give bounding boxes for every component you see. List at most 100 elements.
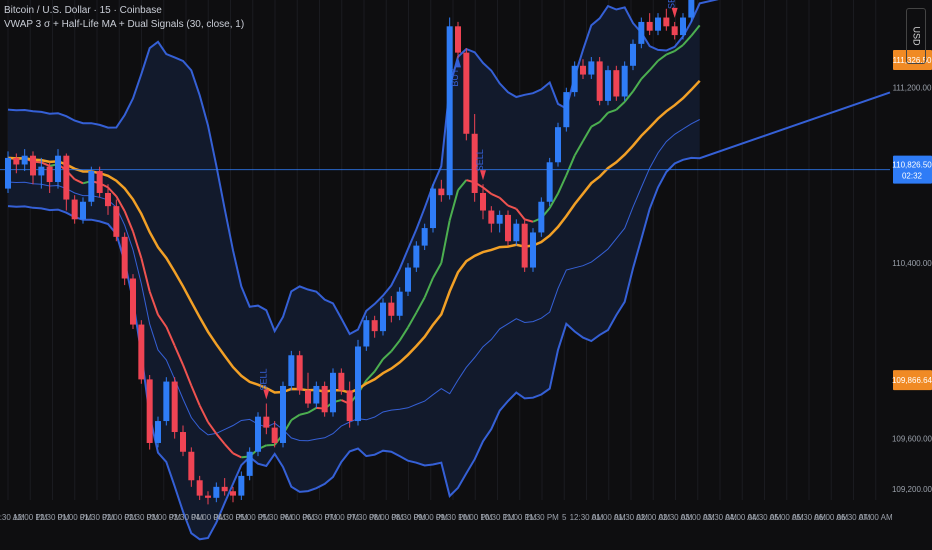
x-tick-label: 06:30 PM	[302, 513, 337, 522]
candle-body	[180, 432, 186, 452]
candle-body	[646, 21, 653, 31]
candle-body	[196, 480, 203, 496]
candle-body	[355, 346, 361, 422]
ma-segment	[690, 24, 701, 37]
x-tick-label: 01:30 AM	[614, 513, 648, 522]
candle-body	[188, 451, 195, 481]
price-tag-label: 110,826.50	[892, 161, 932, 170]
candle-body	[555, 127, 561, 163]
candle-body	[155, 421, 161, 443]
candle-body	[480, 192, 486, 211]
x-tick-label: 05:00 AM	[770, 513, 804, 522]
candle-body	[263, 416, 270, 428]
inner-band-line	[7, 119, 700, 442]
x-tick-label: 07:30 PM	[347, 513, 382, 522]
ma-segment	[299, 411, 309, 416]
candle-body	[463, 52, 470, 134]
signals: SELL SELL BUY SELL	[258, 0, 678, 400]
x-tick-label: 06:00 AM	[814, 513, 848, 522]
ma-segment	[440, 220, 451, 264]
ma-segment	[132, 231, 143, 259]
candle-body	[288, 355, 295, 386]
ma-segment	[448, 189, 459, 221]
price-tag-label: 111,326.50	[893, 56, 932, 65]
candle-body	[55, 155, 61, 183]
candle-body	[563, 92, 570, 128]
y-tick-label: 110,400.00	[892, 259, 932, 268]
x-tick-label: 12:30 PM	[35, 513, 70, 522]
ma-segment	[373, 358, 384, 373]
candle-body	[513, 223, 520, 242]
ma-segment	[674, 44, 684, 52]
candle-body	[63, 155, 70, 200]
candle-body	[330, 372, 336, 413]
candle-body	[671, 26, 678, 36]
ma-segment	[623, 90, 634, 103]
candle-body	[138, 324, 145, 380]
candle-body	[88, 171, 95, 202]
ma-segment	[590, 121, 601, 128]
x-tick-label: 11:00 PM	[503, 513, 537, 522]
x-tick-label: 03:30 AM	[703, 513, 737, 522]
candle-body	[80, 201, 86, 220]
candle-body	[96, 171, 103, 193]
ma-segment	[648, 60, 659, 71]
x-tick-label: 03:00 AM	[681, 513, 715, 522]
y-tick-label: 109,200.00	[892, 485, 932, 494]
x-tick-label: 06:00 PM	[280, 513, 315, 522]
ma-segment	[515, 208, 526, 221]
candle-body	[605, 70, 611, 101]
candle-body	[438, 188, 445, 196]
candle-body	[596, 61, 603, 101]
candle-body	[346, 390, 353, 422]
x-tick-label: 08:00 PM	[369, 513, 404, 522]
ma-segment	[165, 326, 176, 347]
candle-body	[571, 65, 578, 93]
candle-body	[546, 162, 553, 202]
ma-segment	[198, 404, 209, 423]
ma-segment	[607, 108, 617, 114]
x-tick-label: 02:00 PM	[102, 513, 137, 522]
price-tag	[893, 155, 932, 184]
candle-body	[296, 355, 303, 391]
ma-segment	[223, 443, 234, 454]
signal-label: BUY	[450, 68, 460, 87]
candle-body	[105, 192, 111, 207]
x-tick-label: 04:30 PM	[213, 513, 248, 522]
x-tick-label: 11:30 PM	[525, 513, 559, 522]
ma-segment	[390, 339, 401, 352]
x-tick-label: 10:00 PM	[458, 513, 493, 522]
candle-body	[471, 133, 478, 193]
ma-segment	[307, 407, 317, 414]
ma-segment	[215, 433, 226, 445]
ma-segment	[640, 69, 651, 80]
candle-body	[655, 17, 661, 31]
x-tick-label: 05:00 PM	[236, 513, 271, 522]
candle-body	[246, 451, 253, 476]
candle-body	[638, 21, 645, 44]
x-tick-label: 12:30 AM	[570, 513, 604, 522]
ma-segment	[173, 345, 184, 366]
candle-body	[30, 155, 36, 176]
ma-segment	[565, 155, 576, 176]
candle-body	[221, 486, 228, 492]
ma-segment	[507, 204, 517, 210]
candle-body	[113, 206, 120, 237]
ma-segment	[498, 197, 509, 207]
currency-button[interactable]: USD	[906, 8, 926, 64]
x-tick-label: 07:00 AM	[859, 513, 893, 522]
half-life-ma	[7, 24, 701, 459]
ma-segment	[598, 112, 609, 123]
candle-body	[313, 385, 320, 404]
x-tick-label: 5	[562, 513, 567, 522]
buy-arrow-icon	[455, 57, 461, 68]
ma-segment	[657, 53, 667, 62]
sell-arrow-icon	[671, 7, 678, 18]
ma-segment	[365, 370, 376, 382]
candle-body	[455, 26, 461, 53]
x-tick-label: 05:30 AM	[792, 513, 826, 522]
candle-body	[680, 17, 686, 36]
ma-segment	[382, 350, 393, 360]
x-tick-label: 06:30 AM	[837, 513, 871, 522]
